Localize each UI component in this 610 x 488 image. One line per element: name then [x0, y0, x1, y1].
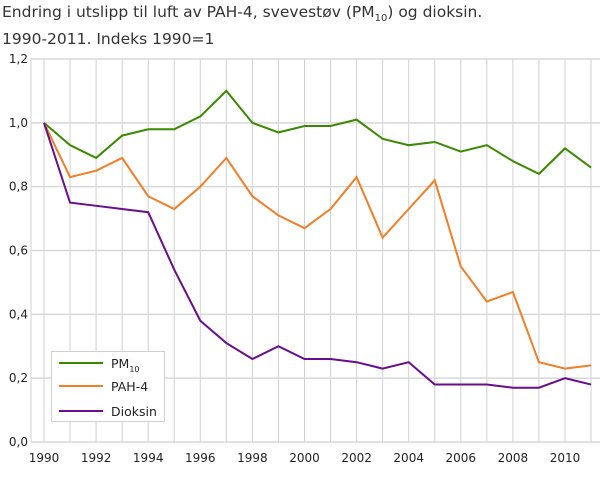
x-tick-label: 1994 [133, 451, 164, 465]
series-line-dioksin [43, 122, 592, 389]
legend-label: PAH-4 [111, 379, 148, 394]
x-tick-label: 2004 [393, 451, 424, 465]
chart-title: Endring i utslipp til luft av PAH-4, sve… [2, 3, 483, 49]
x-tick-label: 2000 [289, 451, 320, 465]
x-tick-label: 1998 [237, 451, 268, 465]
y-tick-label: 0,8 [9, 180, 28, 194]
y-tick-label: 1,0 [9, 116, 28, 130]
x-tick-label: 2008 [498, 451, 529, 465]
x-tick-label: 2002 [341, 451, 372, 465]
x-tick-label: 1992 [81, 451, 112, 465]
series-line-pah-4 [43, 122, 592, 370]
y-tick-label: 1,2 [9, 52, 28, 66]
y-tick-label: 0,0 [9, 435, 28, 449]
x-tick-label: 1990 [29, 451, 60, 465]
x-tick-label: 2006 [446, 451, 477, 465]
y-tick-label: 0,4 [9, 307, 28, 321]
legend-label: Dioksin [111, 404, 157, 419]
y-tick-label: 0,2 [9, 371, 28, 385]
x-tick-label: 2010 [550, 451, 581, 465]
y-tick-label: 0,6 [9, 244, 28, 258]
x-tick-label: 1996 [185, 451, 216, 465]
series-line-pm [43, 89, 592, 176]
